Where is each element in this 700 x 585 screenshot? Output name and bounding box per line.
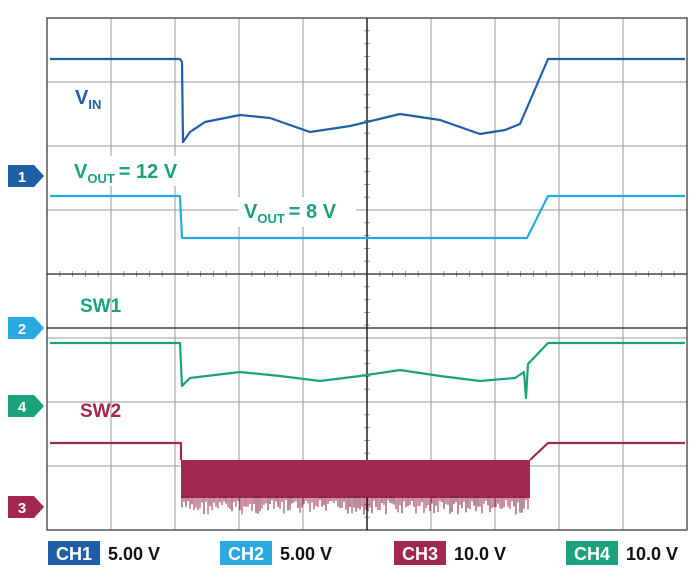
channel-name: CH4: [574, 544, 610, 564]
channel-scale: 5.00 V: [280, 544, 332, 564]
channel-info: CH3 10.0 V: [394, 541, 506, 565]
channel-info: CH2 5.00 V: [220, 541, 332, 565]
channel-name: CH1: [56, 544, 92, 564]
channel-info: CH4 10.0 V: [566, 541, 678, 565]
channel-scale: 10.0 V: [454, 544, 506, 564]
sw2-trace: [50, 441, 685, 461]
channel-marker-label: 1: [18, 169, 26, 186]
channel-scale: 10.0 V: [626, 544, 678, 564]
channel-marker: 4: [8, 395, 44, 417]
label-background: [238, 197, 356, 227]
sw1-label: SW1: [80, 296, 122, 317]
channel-marker-label: 3: [18, 500, 26, 517]
label-background: [68, 156, 200, 186]
channel-marker: 3: [8, 496, 44, 518]
sw2-switching-band: [181, 460, 530, 498]
vout-low-label: VOUT = 8 V: [244, 201, 337, 226]
vin-label: VIN: [75, 87, 101, 112]
channel-marker: 2: [8, 317, 44, 339]
vout-high-label: VOUT = 12 V: [74, 161, 178, 186]
channel-marker: 1: [8, 165, 44, 187]
vout-trace: [50, 194, 685, 240]
sw1-trace: [50, 341, 685, 400]
channel-name: CH2: [228, 544, 264, 564]
channel-marker-label: 4: [18, 399, 27, 416]
channel-info: CH1 5.00 V: [48, 541, 160, 565]
channel-name: CH3: [402, 544, 438, 564]
vin-trace: [50, 57, 685, 144]
sw2-label: SW2: [80, 401, 121, 422]
channel-scale: 5.00 V: [108, 544, 160, 564]
sw2-ringing: [181, 496, 529, 515]
channel-marker-label: 2: [18, 321, 26, 338]
